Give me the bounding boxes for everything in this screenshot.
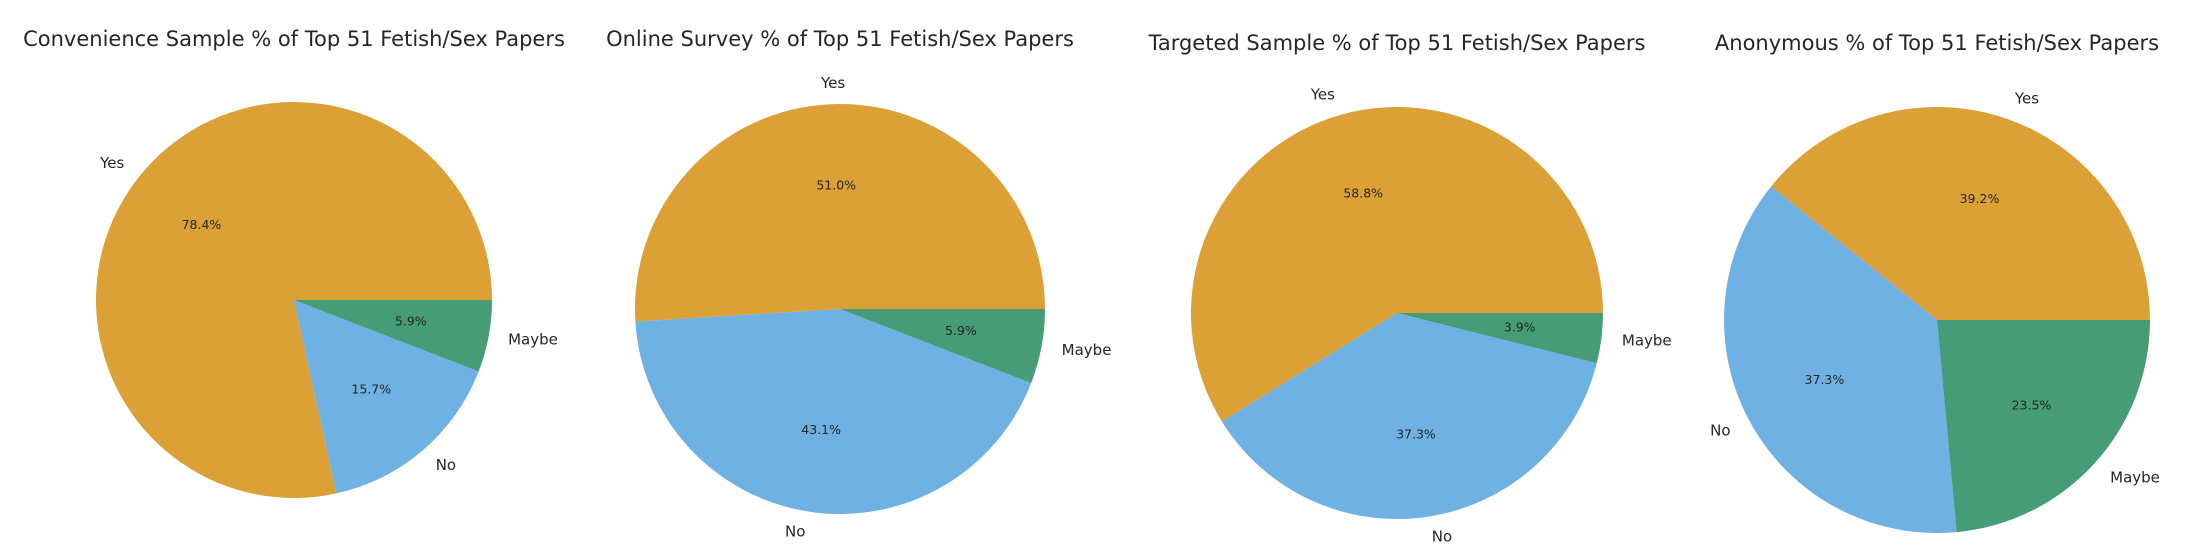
slice-label-yes: Yes [1310,86,1335,104]
pie-chart-4: Anonymous % of Top 51 Fetish/Sex Papers Y… [1710,31,2160,533]
pie-chart-3: Targeted Sample % of Top 51 Fetish/Sex P… [1147,31,1671,545]
pct-label-maybe: 5.9% [395,313,427,328]
slice-label-no: No [436,456,456,474]
pie-chart-1: Convenience Sample % of Top 51 Fetish/Se… [23,27,565,499]
pie-slice-maybe [840,309,1045,384]
slice-label-no: No [1710,421,1730,439]
pct-label-maybe: 5.9% [945,323,977,338]
slice-label-no: No [1432,527,1452,545]
pie-slice-maybe [1397,313,1603,364]
pie-slice-maybe [294,300,492,372]
pct-label-no: 37.3% [1805,372,1845,387]
pie-slice-yes [634,103,1046,322]
pie-slice-no [1221,313,1597,520]
pct-label-no: 37.3% [1396,427,1436,442]
slice-label-yes: Yes [820,74,845,92]
pct-label-maybe: 23.5% [2012,398,2052,413]
pie-slice-maybe [1937,320,2150,533]
pie-chart-2: Online Survey % of Top 51 Fetish/Sex Pap… [606,27,1111,540]
pie-slice-yes [1190,106,1603,422]
pct-label-no: 15.7% [351,382,391,397]
slice-label-yes: Yes [99,154,124,172]
pie-slice-no [1724,186,1957,533]
pct-label-yes: 78.4% [182,217,222,232]
pct-label-yes: 58.8% [1343,186,1383,201]
slice-label-maybe: Maybe [1622,331,1672,349]
chart-title: Online Survey % of Top 51 Fetish/Sex Pap… [606,27,1074,51]
slice-label-no: No [785,522,805,540]
chart-title: Convenience Sample % of Top 51 Fetish/Se… [23,27,565,51]
pie-slice-no [635,309,1032,515]
pie-slice-yes [95,102,492,499]
pie-slice-yes [1771,107,2150,320]
chart-title: Targeted Sample % of Top 51 Fetish/Sex P… [1147,31,1645,55]
chart-title: Anonymous % of Top 51 Fetish/Sex Papers [1715,31,2159,55]
slice-label-maybe: Maybe [1062,341,1112,359]
pct-label-yes: 51.0% [816,178,856,193]
slice-label-maybe: Maybe [2110,468,2160,486]
pie-slice-no [294,300,479,494]
pct-label-maybe: 3.9% [1504,320,1536,335]
slice-label-yes: Yes [2014,90,2039,108]
pct-label-no: 43.1% [801,422,841,437]
slice-label-maybe: Maybe [508,331,558,349]
pct-label-yes: 39.2% [1960,191,2000,206]
